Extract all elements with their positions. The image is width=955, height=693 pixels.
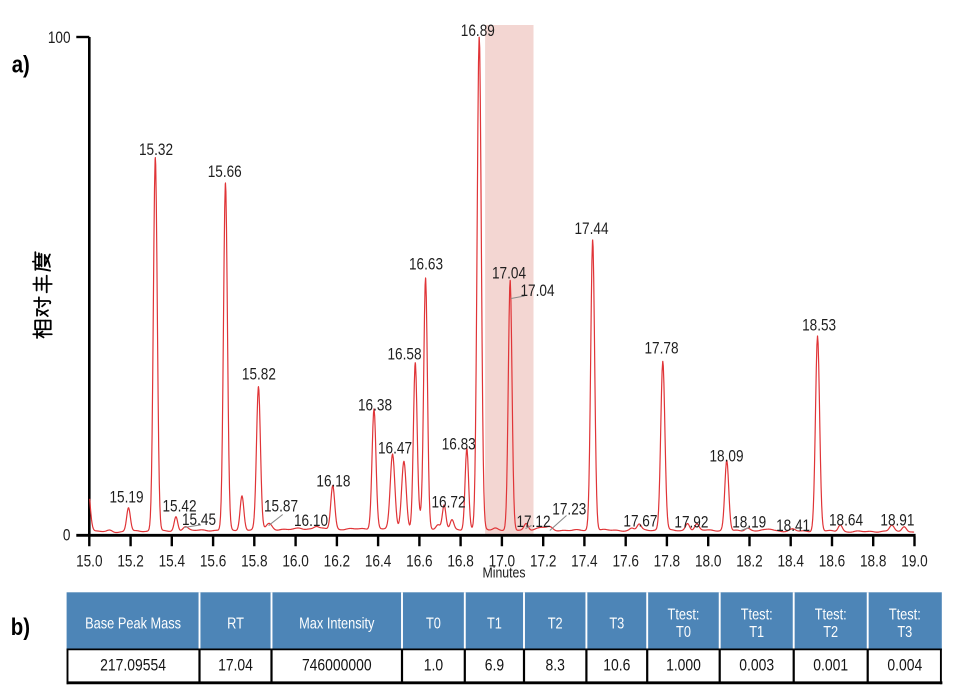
svg-text:T3: T3 [609,615,624,633]
svg-text:15.87: 15.87 [264,497,298,516]
svg-text:16.10: 16.10 [294,511,328,530]
svg-text:17.04: 17.04 [492,264,526,283]
svg-text:Max Intensity: Max Intensity [299,615,375,633]
svg-text:0.003: 0.003 [739,656,774,675]
svg-text:16.89: 16.89 [461,22,495,41]
svg-text:17.44: 17.44 [575,219,609,238]
svg-text:15.42: 15.42 [163,497,197,516]
svg-text:16.58: 16.58 [388,345,422,364]
svg-text:8.3: 8.3 [546,656,565,675]
svg-text:16.8: 16.8 [447,552,473,571]
svg-text:17.0: 17.0 [489,552,515,571]
svg-text:17.8: 17.8 [654,552,680,571]
svg-text:18.09: 18.09 [710,447,744,466]
svg-text:15.66: 15.66 [208,162,242,181]
svg-text:17.2: 17.2 [530,552,556,571]
svg-text:18.91: 18.91 [880,511,914,530]
svg-text:17.78: 17.78 [645,339,679,358]
svg-text:18.41: 18.41 [776,517,810,536]
svg-text:15.82: 15.82 [242,365,276,384]
svg-text:15.19: 15.19 [110,488,144,507]
svg-text:17.23: 17.23 [552,500,586,519]
svg-text:10.6: 10.6 [603,656,630,675]
svg-text:15.0: 15.0 [76,552,102,571]
svg-text:6.9: 6.9 [485,656,504,675]
svg-text:18.0: 18.0 [695,552,721,571]
svg-text:746000000: 746000000 [302,656,372,675]
svg-text:T1: T1 [749,624,764,642]
svg-text:a): a) [12,51,30,78]
svg-text:18.8: 18.8 [860,552,886,571]
svg-text:15.6: 15.6 [200,552,226,571]
svg-text:T1: T1 [487,615,502,633]
svg-text:17.04: 17.04 [521,282,555,301]
svg-text:T0: T0 [676,624,691,642]
svg-text:16.38: 16.38 [358,396,392,415]
svg-text:16.4: 16.4 [365,552,392,571]
svg-text:17.12: 17.12 [517,512,551,531]
svg-text:16.47: 16.47 [378,439,412,458]
svg-text:18.53: 18.53 [802,316,836,335]
svg-text:18.4: 18.4 [777,552,804,571]
svg-text:T2: T2 [823,624,838,642]
svg-text:RT: RT [227,615,244,633]
svg-text:Base Peak Mass: Base Peak Mass [85,615,181,633]
svg-text:15.32: 15.32 [139,140,173,159]
svg-text:T3: T3 [897,624,912,642]
svg-text:15.4: 15.4 [159,552,186,571]
svg-text:15.45: 15.45 [182,510,216,529]
svg-text:0.001: 0.001 [813,656,848,675]
svg-text:18.2: 18.2 [736,552,762,571]
svg-text:1.000: 1.000 [666,656,701,675]
svg-text:16.83: 16.83 [442,435,476,454]
svg-text:16.6: 16.6 [406,552,432,571]
svg-text:16.63: 16.63 [409,255,443,274]
svg-text:15.8: 15.8 [241,552,267,571]
svg-text:16.18: 16.18 [316,472,350,491]
svg-text:18.19: 18.19 [732,513,766,532]
svg-text:17.4: 17.4 [571,552,598,571]
svg-text:Minutes: Minutes [482,564,525,580]
svg-text:15.2: 15.2 [117,552,143,571]
svg-text:Ttest:: Ttest: [741,606,773,624]
svg-text:16.2: 16.2 [324,552,350,571]
svg-text:16.0: 16.0 [282,552,308,571]
svg-text:1.0: 1.0 [424,656,444,675]
svg-text:0.004: 0.004 [887,656,922,675]
svg-text:100: 100 [48,29,71,48]
svg-text:Ttest:: Ttest: [815,606,847,624]
svg-text:17.04: 17.04 [218,656,253,675]
svg-text:18.6: 18.6 [819,552,845,571]
svg-text:T2: T2 [548,615,563,633]
svg-text:17.6: 17.6 [612,552,638,571]
svg-text:Ttest:: Ttest: [668,606,700,624]
svg-text:16.72: 16.72 [432,493,466,512]
svg-text:17.67: 17.67 [623,512,657,531]
svg-text:b): b) [11,613,30,640]
svg-text:19.0: 19.0 [901,552,927,571]
svg-text:0: 0 [63,526,71,545]
svg-text:217.09554: 217.09554 [100,656,166,675]
svg-text:Ttest:: Ttest: [889,606,921,624]
svg-text:18.64: 18.64 [829,511,863,530]
svg-text:17.92: 17.92 [674,513,708,532]
svg-text:T0: T0 [426,615,441,633]
